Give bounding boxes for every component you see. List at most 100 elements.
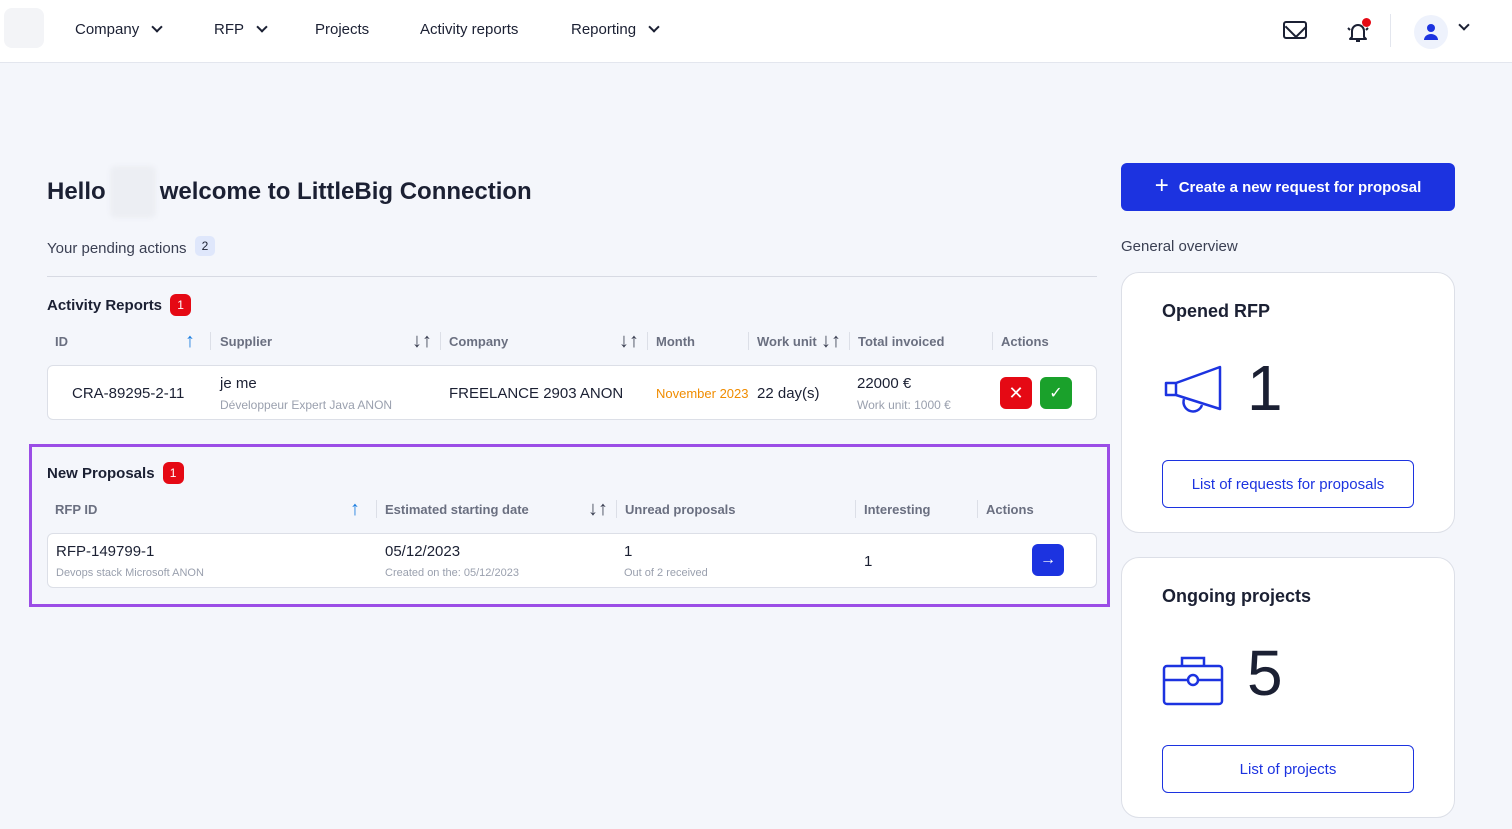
mail-icon[interactable] — [1283, 21, 1307, 39]
check-icon: ✓ — [1049, 385, 1063, 402]
nav-reporting[interactable]: Reporting — [571, 21, 660, 38]
top-navbar: Company RFP Projects Activity reports Re… — [0, 0, 1512, 63]
app-logo[interactable] — [4, 8, 44, 48]
unread-count: 1 — [624, 543, 633, 560]
new-proposals-title: New Proposals 1 — [47, 462, 184, 484]
sort-icon[interactable]: ↓↑ — [619, 330, 639, 352]
chevron-down-icon — [151, 21, 163, 33]
sort-asc-icon[interactable]: ↑ — [350, 498, 360, 520]
column-header-supplier[interactable]: Supplier — [220, 334, 273, 349]
greeting-hello: Hello — [47, 178, 106, 205]
bell-icon[interactable] — [1346, 18, 1371, 44]
column-separator — [855, 500, 856, 518]
column-separator — [440, 332, 441, 350]
pending-actions-label: Your pending actions — [47, 240, 187, 257]
divider — [47, 276, 1097, 277]
rfp-description: Devops stack Microsoft ANON — [56, 567, 204, 579]
column-header-actions: Actions — [1001, 334, 1049, 349]
reject-button[interactable]: ✕ — [1000, 377, 1032, 409]
column-separator — [376, 500, 377, 518]
work-unit-price: Work unit: 1000 € — [857, 398, 951, 412]
ongoing-projects-title: Ongoing projects — [1162, 586, 1312, 606]
list-projects-button[interactable]: List of projects — [1162, 745, 1414, 793]
column-header-id[interactable]: ID — [55, 334, 68, 349]
supplier-name: je me — [220, 375, 257, 392]
column-header-interesting[interactable]: Interesting — [864, 502, 931, 517]
sort-icon[interactable]: ↓↑ — [588, 498, 608, 520]
column-separator — [647, 332, 648, 350]
nav-company-label: Company — [75, 21, 140, 38]
briefcase-icon — [1162, 654, 1224, 714]
total-invoiced: 22000 € — [857, 375, 912, 392]
activity-id: CRA-89295-2-11 — [72, 385, 185, 402]
chevron-down-icon — [256, 21, 268, 33]
create-rfp-label: Create a new request for proposal — [1178, 178, 1422, 196]
new-proposals-highlight — [29, 444, 1110, 607]
nav-rfp-label: RFP — [214, 21, 244, 38]
interesting-count: 1 — [864, 553, 873, 570]
column-header-total-invoiced[interactable]: Total invoiced — [858, 334, 945, 349]
created-date: Created on the: 05/12/2023 — [385, 567, 519, 579]
sort-icon[interactable]: ↓↑ — [821, 330, 841, 352]
opened-rfp-title: Opened RFP — [1162, 301, 1271, 321]
column-header-work-unit[interactable]: Work unit — [757, 334, 817, 349]
new-proposals-badge: 1 — [162, 462, 184, 484]
list-projects-label: List of projects — [1239, 760, 1337, 778]
column-separator — [616, 500, 617, 518]
activity-reports-label: Activity Reports — [47, 296, 163, 314]
ongoing-projects-count: 5 — [1247, 637, 1283, 709]
column-header-actions: Actions — [986, 502, 1034, 517]
opened-rfp-count: 1 — [1247, 352, 1283, 424]
pending-actions: Your pending actions 2 — [47, 235, 216, 257]
list-rfp-label: List of requests for proposals — [1191, 475, 1385, 493]
blurred-username — [109, 166, 156, 218]
nav-projects[interactable]: Projects — [315, 21, 369, 38]
nav-company[interactable]: Company — [75, 21, 163, 38]
rfp-id: RFP-149799-1 — [56, 543, 155, 560]
column-header-company[interactable]: Company — [449, 334, 509, 349]
page-title: Hello welcome to LittleBig Connection — [47, 166, 532, 218]
nav-projects-label: Projects — [315, 21, 370, 38]
report-month: November 2023 — [656, 386, 749, 401]
column-header-month[interactable]: Month — [656, 334, 695, 349]
opened-rfp-card: Opened RFP 1 List of requests for propos… — [1121, 272, 1455, 533]
activity-reports-title: Activity Reports 1 — [47, 294, 192, 316]
megaphone-icon — [1162, 363, 1222, 423]
column-separator — [977, 500, 978, 518]
sort-asc-icon[interactable]: ↑ — [185, 330, 195, 352]
column-header-rfp-id[interactable]: RFP ID — [55, 502, 98, 517]
chevron-down-icon — [648, 21, 660, 33]
nav-activity-reports[interactable]: Activity reports — [420, 21, 518, 38]
nav-activity-reports-label: Activity reports — [420, 21, 519, 38]
plus-icon: + — [1154, 171, 1169, 199]
activity-reports-badge: 1 — [170, 294, 192, 316]
column-separator — [849, 332, 850, 350]
supplier-role: Développeur Expert Java ANON — [220, 398, 393, 412]
company-name: FREELANCE 2903 ANON — [449, 385, 624, 402]
create-rfp-button[interactable]: + Create a new request for proposal — [1121, 163, 1455, 211]
open-proposal-button[interactable]: → — [1032, 544, 1064, 576]
new-proposals-label: New Proposals — [47, 464, 155, 482]
pending-actions-count: 2 — [194, 235, 216, 256]
chevron-down-icon[interactable] — [1458, 19, 1470, 31]
user-avatar-icon[interactable] — [1414, 15, 1448, 49]
column-separator — [992, 332, 993, 350]
greeting-welcome: welcome to LittleBig Connection — [159, 178, 532, 205]
nav-divider — [1390, 14, 1391, 47]
list-rfp-button[interactable]: List of requests for proposals — [1162, 460, 1414, 508]
work-unit-value: 22 day(s) — [757, 385, 820, 402]
column-header-start-date[interactable]: Estimated starting date — [385, 502, 529, 517]
column-separator — [748, 332, 749, 350]
general-overview-label: General overview — [1121, 238, 1238, 255]
sort-icon[interactable]: ↓↑ — [412, 330, 432, 352]
ongoing-projects-card: Ongoing projects 5 List of projects — [1121, 557, 1455, 818]
column-separator — [210, 332, 211, 350]
notification-dot — [1362, 18, 1371, 27]
start-date: 05/12/2023 — [385, 543, 461, 560]
accept-button[interactable]: ✓ — [1040, 377, 1072, 409]
column-header-unread[interactable]: Unread proposals — [625, 502, 736, 517]
table-row[interactable] — [47, 365, 1097, 420]
nav-rfp[interactable]: RFP — [214, 21, 268, 38]
nav-reporting-label: Reporting — [571, 21, 637, 38]
table-row[interactable] — [47, 533, 1097, 588]
